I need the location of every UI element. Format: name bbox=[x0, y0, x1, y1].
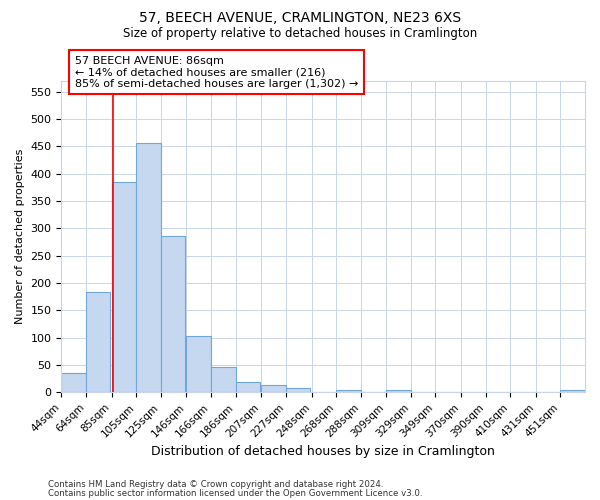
Text: 57 BEECH AVENUE: 86sqm
← 14% of detached houses are smaller (216)
85% of semi-de: 57 BEECH AVENUE: 86sqm ← 14% of detached… bbox=[75, 56, 358, 89]
Bar bbox=[86, 292, 110, 392]
Bar bbox=[211, 366, 236, 392]
Text: Contains HM Land Registry data © Crown copyright and database right 2024.: Contains HM Land Registry data © Crown c… bbox=[48, 480, 383, 489]
Bar bbox=[61, 373, 86, 392]
Text: 57, BEECH AVENUE, CRAMLINGTON, NE23 6XS: 57, BEECH AVENUE, CRAMLINGTON, NE23 6XS bbox=[139, 12, 461, 26]
Bar bbox=[161, 236, 185, 392]
Bar bbox=[187, 336, 211, 392]
Bar bbox=[286, 388, 310, 392]
Bar bbox=[112, 182, 136, 392]
Text: Size of property relative to detached houses in Cramlington: Size of property relative to detached ho… bbox=[123, 28, 477, 40]
Y-axis label: Number of detached properties: Number of detached properties bbox=[15, 149, 25, 324]
Bar bbox=[336, 390, 361, 392]
Bar bbox=[560, 390, 585, 392]
Bar bbox=[136, 143, 161, 392]
Text: Contains public sector information licensed under the Open Government Licence v3: Contains public sector information licen… bbox=[48, 490, 422, 498]
X-axis label: Distribution of detached houses by size in Cramlington: Distribution of detached houses by size … bbox=[151, 444, 495, 458]
Bar bbox=[236, 382, 260, 392]
Bar bbox=[261, 386, 286, 392]
Bar bbox=[386, 390, 411, 392]
